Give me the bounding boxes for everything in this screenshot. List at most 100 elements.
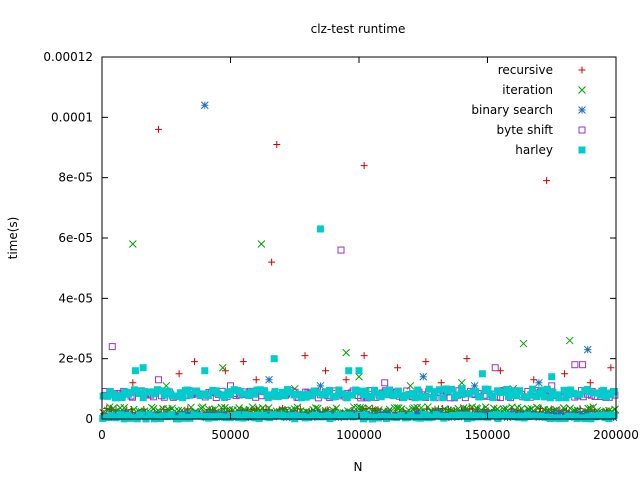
harley-point bbox=[205, 392, 213, 400]
binary-search-point bbox=[419, 372, 428, 381]
harley-point bbox=[538, 386, 546, 394]
harley-point bbox=[601, 413, 609, 421]
harley-point bbox=[414, 386, 422, 394]
iteration-point bbox=[342, 348, 351, 357]
harley-point bbox=[503, 386, 511, 394]
harley-point bbox=[159, 412, 167, 420]
harley-point bbox=[610, 388, 618, 396]
recursive-point bbox=[191, 358, 199, 366]
iteration-point bbox=[385, 405, 394, 414]
binary-search-point bbox=[555, 409, 564, 418]
recursive-point bbox=[268, 258, 276, 266]
iteration-point bbox=[517, 404, 526, 413]
harley-point bbox=[294, 390, 302, 398]
harley-point bbox=[280, 413, 288, 421]
harley-point bbox=[343, 394, 351, 402]
iteration-point bbox=[499, 405, 508, 413]
harley-point bbox=[186, 414, 194, 422]
binary-search-point bbox=[482, 409, 491, 417]
harley-point bbox=[340, 413, 348, 421]
harley-point bbox=[507, 391, 515, 399]
recursive-point bbox=[273, 140, 281, 148]
harley-point bbox=[168, 411, 176, 419]
harley-point bbox=[107, 412, 115, 420]
legend-item-recursive: recursive bbox=[498, 63, 586, 77]
harley-point bbox=[576, 414, 584, 422]
recursive-point bbox=[543, 177, 551, 185]
harley-point bbox=[139, 394, 147, 402]
binary-search-point bbox=[416, 409, 424, 418]
harley-point bbox=[458, 385, 466, 393]
harley-point bbox=[319, 413, 327, 421]
harley-point bbox=[606, 411, 614, 419]
legend-marker bbox=[578, 106, 586, 114]
harley-point bbox=[417, 414, 425, 422]
harley-point bbox=[227, 391, 235, 399]
harley-point bbox=[600, 386, 608, 394]
harley-point bbox=[335, 411, 343, 419]
harley-point bbox=[348, 391, 356, 399]
harley-point bbox=[325, 386, 333, 394]
harley-point bbox=[560, 386, 568, 394]
harley-point bbox=[355, 367, 363, 375]
harley-point bbox=[331, 393, 339, 401]
legend-label: recursive bbox=[498, 63, 553, 77]
x-tick-label: 200000 bbox=[593, 428, 639, 442]
harley-point bbox=[268, 391, 276, 399]
harley-point bbox=[439, 394, 447, 402]
recursive-point bbox=[342, 376, 350, 384]
x-axis: 0 50000 100000 150000 200000 bbox=[98, 57, 639, 442]
iteration-point bbox=[217, 403, 226, 412]
harley-point bbox=[502, 411, 510, 419]
harley-point bbox=[104, 392, 112, 400]
harley-point bbox=[393, 391, 401, 399]
legend-label: binary search bbox=[471, 103, 553, 117]
harley-point bbox=[335, 386, 343, 394]
recursive-point bbox=[422, 358, 430, 366]
harley-point bbox=[407, 411, 415, 419]
binary-search-point bbox=[535, 378, 543, 387]
byte-shift-point bbox=[155, 376, 163, 384]
harley-point bbox=[350, 413, 358, 421]
legend-marker bbox=[578, 86, 586, 94]
harley-point bbox=[422, 393, 430, 401]
binary-search-point bbox=[351, 409, 359, 418]
harley-point bbox=[523, 393, 531, 401]
harley-point bbox=[484, 385, 492, 393]
recursive-point bbox=[463, 355, 471, 363]
harley-point bbox=[585, 388, 593, 396]
harley-point bbox=[111, 394, 119, 402]
harley-point bbox=[453, 391, 461, 399]
harley-point bbox=[448, 385, 456, 393]
iteration-point bbox=[417, 403, 426, 412]
harley-point bbox=[449, 412, 457, 420]
harley-point bbox=[498, 388, 506, 396]
binary-search-point bbox=[265, 375, 273, 384]
harley-point bbox=[394, 387, 402, 395]
harley-point bbox=[287, 412, 295, 420]
data-marks bbox=[99, 101, 620, 423]
recursive-point bbox=[561, 370, 569, 378]
harley-point bbox=[513, 392, 521, 400]
harley-point bbox=[270, 355, 278, 363]
y-tick-label: 2e-05 bbox=[58, 352, 93, 366]
recursive-point bbox=[360, 162, 368, 170]
harley-point bbox=[193, 387, 201, 395]
x-tick-label: 100000 bbox=[336, 428, 382, 442]
harley-point bbox=[307, 392, 315, 400]
harley-point bbox=[489, 394, 497, 402]
harley-point bbox=[281, 392, 289, 400]
recursive-point bbox=[394, 364, 402, 372]
harley-point bbox=[374, 414, 382, 422]
binary-search-point bbox=[470, 381, 479, 390]
legend-label: byte shift bbox=[496, 123, 553, 137]
harley-point bbox=[576, 390, 584, 398]
recursive-point bbox=[607, 364, 615, 372]
harley-point bbox=[139, 364, 147, 372]
harley-point bbox=[337, 390, 345, 398]
recursive-point bbox=[129, 379, 137, 387]
harley-point bbox=[151, 390, 159, 398]
iteration-point bbox=[394, 404, 403, 412]
harley-point bbox=[470, 412, 478, 420]
